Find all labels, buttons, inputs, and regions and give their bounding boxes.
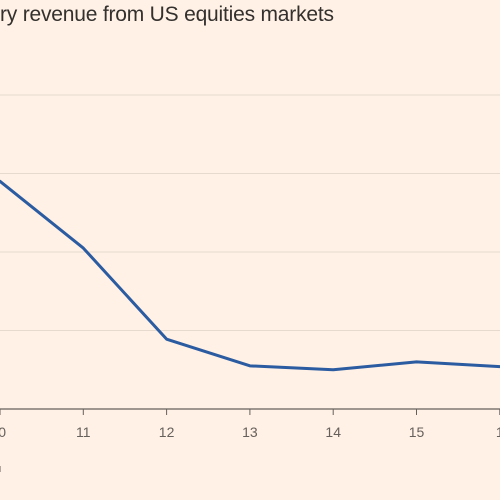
x-tick-label-16: 1 (496, 424, 500, 440)
x-tick-label-10: 0 (0, 424, 6, 440)
x-tick-label-14: 14 (325, 424, 341, 440)
gridlines (0, 94, 500, 331)
series-line-0 (0, 179, 500, 372)
x-tick-label-11: 11 (76, 424, 91, 440)
x-tick-label-15: 15 (409, 424, 425, 440)
x-axis-ticks (0, 409, 500, 415)
x-tick-label-13: 13 (242, 424, 258, 440)
chart-title: ry revenue from US equities markets (0, 3, 334, 26)
x-tick-label-12: 12 (159, 424, 175, 440)
x-axis-labels: 0 11 12 13 14 15 1 (0, 424, 500, 440)
series-group (0, 179, 500, 372)
